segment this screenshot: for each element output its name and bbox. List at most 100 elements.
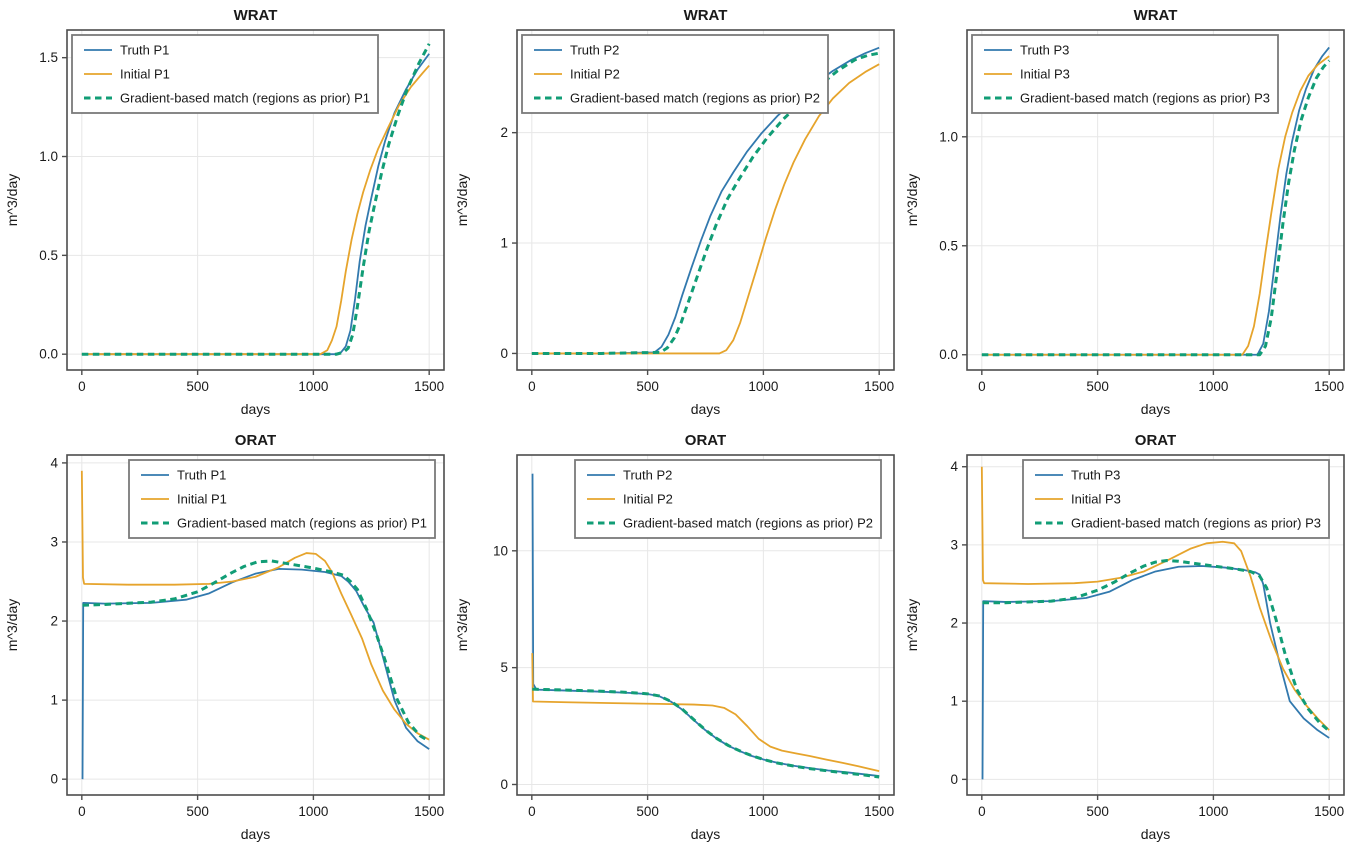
legend-box	[71, 34, 379, 114]
x-tick-label: 0	[978, 804, 986, 819]
x-tick-label: 0	[78, 379, 86, 394]
subplot-orat-p3: 0 500 1000 1500 0 1 2 3 4 ORAT days m^3/day Truth P3…	[904, 432, 1345, 842]
legend-entry-label: Truth P3	[1020, 43, 1069, 58]
x-axis-label: days	[691, 401, 721, 417]
legend-entry-label: Initial P3	[1071, 492, 1121, 507]
x-tick-label: 500	[186, 379, 209, 394]
x-tick-label: 1000	[298, 804, 328, 819]
legend: Truth P1 Initial P1 Gradient-based match (…	[128, 459, 436, 539]
x-tick-label: 1000	[748, 379, 778, 394]
legend-entry-label: Truth P1	[177, 468, 226, 483]
legend-entry-label: Gradient-based match (regions as prior) …	[1071, 516, 1321, 531]
x-axis-label: days	[241, 401, 271, 417]
legend: Truth P3 Initial P3 Gradient-based match (…	[1022, 459, 1330, 539]
y-axis-label: m^3/day	[4, 599, 20, 651]
y-tick-label: 0	[500, 346, 508, 361]
x-tick-label: 1500	[1314, 804, 1344, 819]
legend-box	[1022, 459, 1330, 539]
y-tick-label: 0.0	[39, 347, 58, 362]
y-axis-label: m^3/day	[904, 174, 920, 226]
x-tick-label: 1000	[1198, 379, 1228, 394]
y-tick-label: 3	[50, 534, 58, 549]
y-tick-label: 1.0	[939, 129, 958, 144]
plot-title: ORAT	[685, 432, 726, 449]
legend-entry-label: Gradient-based match (regions as prior) …	[120, 91, 370, 106]
legend-entry-label: Truth P2	[570, 43, 619, 58]
y-tick-label: 2	[950, 616, 958, 631]
series-line-gradient	[531, 51, 880, 355]
legend-entry-label: Gradient-based match (regions as prior) …	[1020, 91, 1270, 106]
plot-title: ORAT	[1135, 432, 1176, 449]
series-line-initial	[531, 63, 880, 355]
legend: Truth P1 Initial P1 Gradient-based match (…	[71, 34, 379, 114]
series-line-gradient	[81, 43, 431, 356]
series-line-initial	[531, 653, 880, 773]
plot-border	[516, 454, 895, 796]
x-tick-label: 1000	[748, 804, 778, 819]
y-tick-label: 1	[50, 693, 58, 708]
y-tick-label: 1	[500, 236, 508, 251]
series-line-initial	[980, 466, 1330, 731]
series-line-gradient	[982, 559, 1331, 733]
subplot-wrat-p2: 0 500 1000 1500 0 1 2 WRAT days m^3/day Truth P2 In…	[454, 7, 895, 417]
legend-entry-label: Initial P2	[570, 67, 620, 82]
y-tick-label: 5	[500, 660, 508, 675]
subplot-orat-p2: 0 500 1000 1500 0 5 10 ORAT days m^3/day Truth P2 I…	[454, 432, 895, 842]
x-tick-label: 1500	[864, 804, 894, 819]
plot-title: WRAT	[684, 7, 728, 24]
x-tick-label: 0	[528, 804, 536, 819]
plot-title: WRAT	[1134, 7, 1178, 24]
legend-entry-label: Gradient-based match (regions as prior) …	[623, 516, 873, 531]
x-tick-label: 500	[186, 804, 209, 819]
plot-border	[966, 454, 1345, 796]
series-line-initial	[80, 470, 430, 741]
x-axis-label: days	[1141, 401, 1171, 417]
y-axis-label: m^3/day	[454, 174, 470, 226]
y-tick-label: 4	[950, 459, 958, 474]
y-tick-label: 1.0	[39, 149, 58, 164]
subplot-wrat-p3: 0 500 1000 1500 0.0 0.5 1.0 WRAT days m^3/day Trut…	[904, 7, 1345, 417]
subplot-wrat-p1: 0 500 1000 1500 0.0 0.5 1.0 1.5 WRAT days m^3/day T…	[4, 7, 445, 417]
x-tick-label: 1500	[864, 379, 894, 394]
x-axis-label: days	[691, 826, 721, 842]
series-line-gradient	[981, 59, 1331, 357]
y-tick-label: 0.5	[939, 238, 958, 253]
x-tick-label: 1000	[1198, 804, 1228, 819]
legend-box	[971, 34, 1279, 114]
x-tick-label: 500	[1086, 379, 1109, 394]
y-tick-label: 3	[950, 537, 958, 552]
y-tick-label: 10	[493, 543, 508, 558]
series-line-truth	[81, 567, 430, 780]
legend-box	[521, 34, 829, 114]
legend-entry-label: Initial P3	[1020, 67, 1070, 82]
plot-border	[66, 454, 445, 796]
x-tick-label: 1500	[1314, 379, 1344, 394]
y-tick-label: 4	[50, 455, 58, 470]
plot-title: WRAT	[234, 7, 278, 24]
legend-entry-label: Truth P2	[623, 468, 672, 483]
y-tick-label: 0	[950, 772, 958, 787]
legend: Truth P3 Initial P3 Gradient-based match (…	[971, 34, 1279, 114]
plot-border	[66, 29, 445, 371]
y-axis-label: m^3/day	[4, 174, 20, 226]
x-tick-label: 0	[78, 804, 86, 819]
y-tick-label: 0.0	[939, 347, 958, 362]
y-axis-label: m^3/day	[904, 599, 920, 651]
y-axis-label: m^3/day	[454, 599, 470, 651]
legend-entry-label: Initial P1	[120, 67, 170, 82]
x-tick-label: 1500	[414, 379, 444, 394]
x-axis-label: days	[1141, 826, 1171, 842]
legend-entry-label: Initial P1	[177, 492, 227, 507]
x-tick-label: 1000	[298, 379, 328, 394]
x-tick-label: 1500	[414, 804, 444, 819]
legend-entry-label: Gradient-based match (regions as prior) …	[177, 516, 427, 531]
legend: Truth P2 Initial P2 Gradient-based match (…	[521, 34, 829, 114]
plot-border	[966, 29, 1345, 371]
x-tick-label: 0	[978, 379, 986, 394]
y-tick-label: 2	[500, 125, 508, 140]
legend-box	[574, 459, 882, 539]
series-line-truth	[981, 46, 1330, 356]
series-line-truth	[981, 565, 1330, 780]
x-tick-label: 500	[636, 379, 659, 394]
